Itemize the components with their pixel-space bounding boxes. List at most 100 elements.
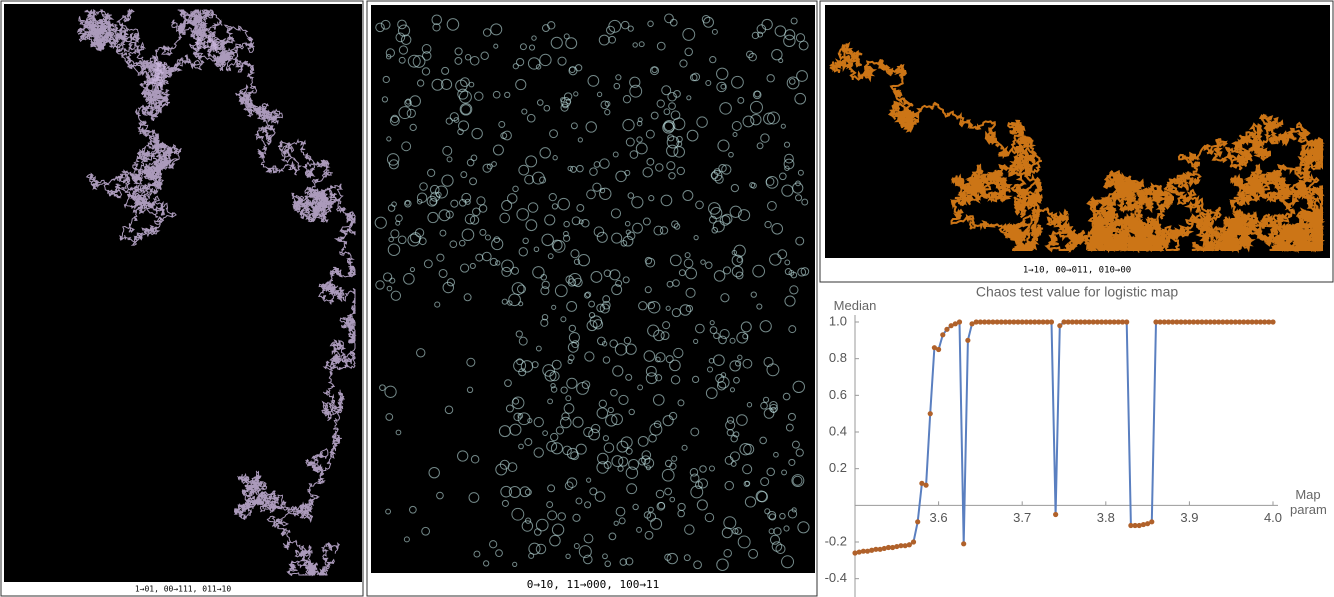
fractal-ring: [524, 488, 532, 496]
fractal-ring: [407, 54, 421, 68]
point: [885, 544, 892, 551]
fractal-ring: [568, 66, 576, 74]
fractal-ring: [585, 291, 592, 298]
fractal-ring: [729, 387, 736, 393]
fractal-ring: [570, 122, 578, 130]
fractal-ring: [666, 161, 676, 171]
fractal-ring: [440, 78, 453, 90]
point: [1207, 319, 1213, 325]
point: [1124, 319, 1130, 325]
point: [915, 519, 921, 525]
fractal-ring: [616, 440, 629, 453]
fractal-ring: [610, 208, 622, 219]
fractal-ring: [767, 510, 777, 520]
fractal-ring: [733, 376, 740, 384]
fractal-ring: [681, 444, 688, 451]
fractal-ring: [775, 543, 786, 555]
point: [860, 548, 866, 554]
fractal-ring: [374, 216, 387, 229]
fractal-ring: [659, 226, 669, 235]
fractal-ring: [531, 171, 545, 185]
point: [1023, 319, 1029, 325]
fractal-walk: [76, 8, 357, 577]
fractal-ring: [769, 253, 782, 266]
fractal-ring: [492, 144, 504, 156]
fractal-ring: [566, 300, 578, 312]
fractal-ring: [572, 513, 581, 522]
point: [852, 550, 858, 556]
panel-image: [371, 5, 815, 573]
fractal-ring: [632, 222, 643, 234]
fractal-ring: [691, 72, 701, 82]
fractal-ring: [460, 171, 468, 179]
fractal-ring: [711, 226, 719, 234]
fractal-ring: [563, 33, 570, 40]
fractal-ring: [729, 360, 741, 372]
fractal-ring: [547, 484, 556, 493]
fractal-ring: [570, 249, 580, 259]
fractal-ring: [721, 213, 733, 225]
fractal-ring: [604, 560, 612, 568]
fractal-ring: [666, 552, 678, 565]
fractal-ring: [588, 300, 596, 308]
fractal-ring: [576, 382, 589, 395]
fractal-ring: [551, 304, 557, 310]
fractal-ring: [390, 114, 399, 124]
fractal-ring: [719, 102, 732, 115]
fractal-ring: [684, 252, 691, 259]
y-axis-label: Median: [833, 298, 877, 313]
fractal-ring: [586, 477, 592, 483]
fractal-ring: [404, 99, 412, 107]
fractal-ring: [575, 443, 587, 455]
point: [944, 326, 950, 332]
fractal-ring: [677, 509, 685, 518]
fractal-ring: [622, 118, 635, 132]
fractal-ring: [752, 264, 766, 278]
point: [1174, 319, 1180, 325]
point: [1132, 522, 1138, 529]
fractal-ring: [719, 214, 731, 226]
fractal-ring: [471, 127, 483, 140]
series-line: [854, 320, 1273, 554]
fractal-ring: [636, 526, 642, 533]
fractal-ring: [492, 90, 501, 99]
fractal-ring: [647, 20, 654, 27]
fractal-ring: [631, 196, 644, 209]
fractal-ring: [632, 42, 638, 48]
fractal-ring: [565, 98, 572, 105]
fractal-ring: [788, 78, 796, 85]
fractal-ring: [760, 401, 768, 410]
point: [902, 543, 908, 549]
fractal-ring: [667, 134, 675, 142]
fractal-ring: [568, 324, 577, 333]
fractal-ring: [421, 67, 431, 76]
fractal-ring: [797, 169, 804, 176]
point: [1266, 319, 1272, 325]
point: [973, 319, 979, 325]
fractal-ring: [592, 319, 604, 330]
fractal-ring: [500, 485, 513, 498]
point: [1082, 319, 1088, 325]
fractal-ring: [655, 352, 666, 363]
fractal-ring: [782, 392, 791, 401]
fractal-ring: [629, 76, 641, 88]
point: [961, 541, 967, 547]
x-axis-label: Map param: [1290, 487, 1327, 517]
fractal-ring: [668, 172, 676, 180]
point: [1203, 319, 1209, 325]
fractal-ring: [516, 358, 524, 366]
fractal-ring: [446, 18, 460, 31]
fractal-ring: [499, 212, 510, 224]
fractal-ring: [583, 292, 591, 299]
point: [927, 411, 933, 417]
fractal-ring: [672, 279, 680, 287]
fractal-ring: [620, 436, 633, 449]
fractal-ring: [795, 448, 804, 457]
point: [981, 319, 988, 325]
fractal-ring: [412, 55, 426, 68]
fractal-ring: [602, 295, 611, 304]
fractal-ring: [596, 91, 603, 98]
fractal-ring: [409, 123, 417, 132]
fractal-ring: [445, 117, 453, 125]
fractal-ring: [469, 55, 480, 66]
